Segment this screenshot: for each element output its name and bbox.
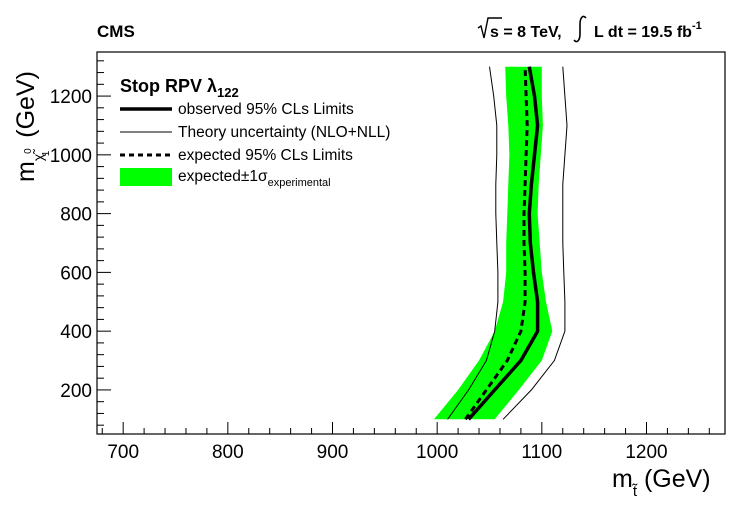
y-tick-label: 600 bbox=[60, 263, 92, 284]
theory-lower-line bbox=[447, 66, 499, 420]
expected-limit-line bbox=[464, 66, 529, 421]
x-tick-label: 1200 bbox=[625, 442, 667, 463]
x-axis-title: mt̃ (GeV) bbox=[612, 465, 711, 500]
experiment-label: CMS bbox=[97, 22, 135, 41]
expected-band-area bbox=[434, 66, 553, 420]
legend-title: Stop RPV λ122 bbox=[120, 76, 239, 100]
legend-observed-label: observed 95% CLs Limits bbox=[178, 101, 354, 118]
legend-expected-label: expected 95% CLs Limits bbox=[178, 147, 353, 164]
x-tick-label: 1000 bbox=[416, 442, 458, 463]
y-tick-label: 200 bbox=[60, 381, 92, 402]
x-tick-label: 1100 bbox=[521, 442, 562, 463]
energy-lumi-label: s = 8 TeV, L dt = 19.5 fb-1 bbox=[477, 15, 702, 43]
legend: Stop RPV λ122 observed 95% CLs Limits Th… bbox=[120, 76, 390, 189]
x-tick-label: 800 bbox=[212, 442, 244, 463]
integral-icon bbox=[573, 15, 587, 43]
axes: 700 800 900 1000 1100 1200 200 400 600 800 1000 120… bbox=[50, 60, 710, 463]
observed-limit-line bbox=[467, 66, 540, 421]
y-tick-label: 800 bbox=[60, 205, 92, 226]
x-tick-label: 900 bbox=[317, 442, 349, 463]
legend-theory-label: Theory uncertainty (NLO+NLL) bbox=[178, 124, 390, 141]
y-tick-label: 400 bbox=[60, 322, 92, 343]
x-tick-label: 700 bbox=[107, 442, 139, 463]
plot-frame bbox=[96, 51, 726, 435]
theory-upper-line bbox=[502, 66, 568, 420]
energy-text: s = 8 TeV, bbox=[490, 24, 562, 41]
y-tick-label: 1200 bbox=[50, 87, 92, 108]
legend-band-label: expected±1σexperimental bbox=[178, 168, 331, 189]
lumi-text: L dt = 19.5 fb-1 bbox=[594, 20, 702, 41]
sqrt-icon bbox=[477, 17, 502, 39]
y-axis-title: mχ̃0 1 (GeV) bbox=[12, 71, 52, 182]
plot-area bbox=[434, 66, 568, 421]
y-tick-label: 1000 bbox=[50, 146, 92, 167]
legend-band-swatch bbox=[120, 168, 172, 186]
